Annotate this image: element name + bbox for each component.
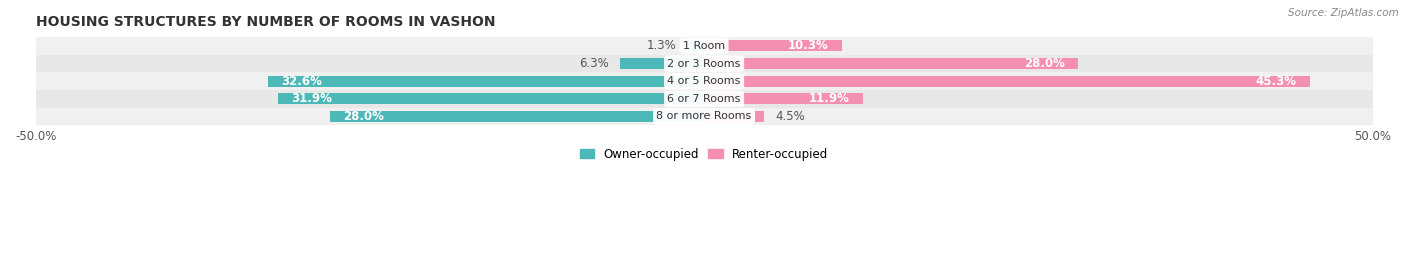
Bar bbox=[330, 111, 704, 122]
Text: 6.3%: 6.3% bbox=[579, 57, 609, 70]
Text: 4 or 5 Rooms: 4 or 5 Rooms bbox=[668, 76, 741, 86]
Bar bbox=[704, 76, 1309, 87]
Text: 10.3%: 10.3% bbox=[787, 40, 828, 52]
Bar bbox=[277, 93, 704, 104]
Text: 2 or 3 Rooms: 2 or 3 Rooms bbox=[668, 59, 741, 69]
Text: 1.3%: 1.3% bbox=[647, 40, 676, 52]
Text: 31.9%: 31.9% bbox=[291, 92, 332, 105]
Text: 32.6%: 32.6% bbox=[281, 75, 322, 88]
Bar bbox=[686, 40, 704, 51]
Bar bbox=[704, 58, 1078, 69]
Bar bbox=[35, 37, 1372, 55]
Text: 8 or more Rooms: 8 or more Rooms bbox=[657, 111, 752, 122]
Bar bbox=[35, 55, 1372, 72]
Bar bbox=[35, 108, 1372, 125]
Bar bbox=[35, 72, 1372, 90]
Bar bbox=[620, 58, 704, 69]
Text: 1 Room: 1 Room bbox=[683, 41, 725, 51]
Text: 28.0%: 28.0% bbox=[1024, 57, 1064, 70]
Text: 6 or 7 Rooms: 6 or 7 Rooms bbox=[668, 94, 741, 104]
Bar bbox=[704, 40, 842, 51]
Text: 4.5%: 4.5% bbox=[775, 110, 804, 123]
Text: HOUSING STRUCTURES BY NUMBER OF ROOMS IN VASHON: HOUSING STRUCTURES BY NUMBER OF ROOMS IN… bbox=[35, 15, 495, 29]
Bar bbox=[35, 90, 1372, 108]
Text: 11.9%: 11.9% bbox=[808, 92, 849, 105]
Bar bbox=[704, 111, 765, 122]
Text: 28.0%: 28.0% bbox=[343, 110, 384, 123]
Text: Source: ZipAtlas.com: Source: ZipAtlas.com bbox=[1288, 8, 1399, 18]
Text: 45.3%: 45.3% bbox=[1256, 75, 1296, 88]
Bar bbox=[704, 93, 863, 104]
Bar bbox=[269, 76, 704, 87]
Legend: Owner-occupied, Renter-occupied: Owner-occupied, Renter-occupied bbox=[575, 143, 832, 165]
